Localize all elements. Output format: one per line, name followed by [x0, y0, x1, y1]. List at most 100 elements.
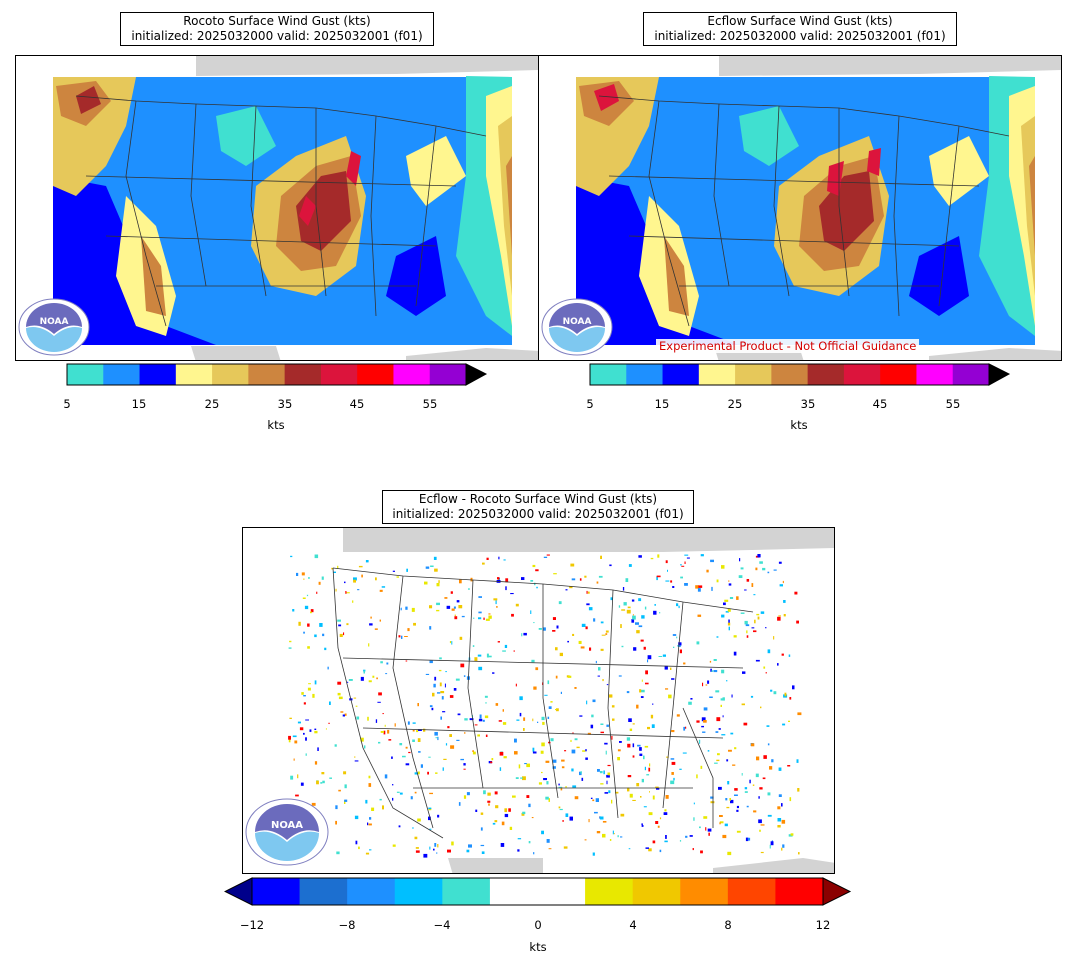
- colorbar-cell: [429, 364, 467, 385]
- difference-speck: [628, 718, 632, 722]
- cb3-tick-m12: −12: [239, 918, 265, 932]
- difference-speck: [305, 719, 309, 721]
- difference-speck: [310, 611, 312, 614]
- state-borders: [332, 567, 754, 839]
- difference-speck: [724, 823, 728, 827]
- difference-speck: [324, 647, 327, 651]
- difference-speck: [767, 814, 772, 817]
- difference-speck: [532, 747, 535, 752]
- difference-speck: [770, 689, 773, 692]
- difference-speck: [477, 654, 482, 657]
- difference-speck: [509, 826, 513, 830]
- difference-speck: [515, 603, 519, 607]
- difference-speck: [683, 726, 686, 731]
- colorbar-cell: [843, 364, 881, 385]
- difference-speck: [398, 635, 401, 638]
- difference-speck: [588, 607, 593, 611]
- difference-speck: [546, 781, 549, 785]
- difference-speck: [707, 680, 710, 684]
- difference-speck: [638, 598, 642, 602]
- difference-speck: [361, 574, 363, 578]
- difference-speck: [535, 569, 539, 572]
- difference-speck: [777, 616, 781, 621]
- difference-speck: [708, 832, 710, 836]
- difference-speck: [532, 718, 534, 722]
- difference-speck: [344, 581, 346, 584]
- difference-speck: [632, 755, 635, 758]
- difference-speck: [367, 716, 369, 721]
- difference-speck: [728, 580, 730, 582]
- difference-speck: [643, 806, 647, 808]
- difference-speck: [333, 571, 336, 573]
- gust-colorbar-1-svg: [66, 363, 488, 386]
- difference-speck: [718, 728, 721, 730]
- difference-speck: [579, 578, 582, 581]
- difference-speck: [436, 609, 440, 612]
- difference-speck: [781, 803, 783, 807]
- difference-speck: [451, 841, 454, 846]
- difference-speck: [378, 692, 382, 696]
- difference-speck: [321, 576, 324, 580]
- difference-speck: [392, 570, 395, 572]
- difference-speck: [715, 690, 720, 693]
- difference-speck: [769, 766, 773, 770]
- difference-speck: [477, 734, 480, 737]
- difference-speck: [360, 676, 364, 681]
- difference-speck: [357, 589, 360, 591]
- difference-speck: [546, 554, 550, 556]
- difference-speck: [621, 645, 624, 648]
- difference-speck: [297, 721, 301, 724]
- difference-speck: [656, 788, 660, 790]
- difference-speck: [343, 632, 345, 636]
- difference-speck: [648, 767, 651, 772]
- cb1-tick-25: 25: [204, 397, 220, 411]
- difference-speck: [569, 816, 573, 821]
- difference-speck: [574, 687, 577, 689]
- difference-speck: [365, 799, 368, 804]
- difference-speck: [408, 751, 411, 754]
- difference-speck: [365, 560, 369, 563]
- difference-speck: [611, 735, 613, 740]
- difference-speck: [760, 824, 765, 826]
- difference-speck: [290, 555, 293, 558]
- difference-speck: [632, 614, 634, 616]
- difference-speck: [369, 849, 372, 851]
- difference-speck: [316, 780, 319, 785]
- difference-speck: [451, 608, 455, 611]
- difference-speck: [574, 796, 579, 800]
- diff-title-line2: initialized: 2025032000 valid: 202503200…: [392, 507, 684, 521]
- difference-speck: [719, 822, 721, 825]
- difference-speck: [519, 712, 522, 717]
- difference-speck: [758, 796, 760, 799]
- difference-speck: [561, 766, 565, 769]
- difference-speck: [567, 640, 569, 643]
- difference-speck: [303, 631, 305, 634]
- difference-speck: [709, 696, 713, 698]
- difference-speck: [640, 696, 644, 698]
- difference-speck: [657, 554, 660, 558]
- difference-speck: [693, 802, 695, 805]
- difference-speck: [702, 731, 706, 733]
- colorbar-cell: [680, 878, 729, 905]
- difference-speck: [656, 575, 661, 578]
- difference-speck: [629, 793, 633, 798]
- difference-speck: [594, 811, 598, 814]
- difference-speck: [600, 648, 604, 651]
- difference-speck: [606, 684, 609, 686]
- difference-speck: [290, 775, 294, 780]
- difference-speck: [740, 567, 744, 570]
- difference-speck: [433, 683, 436, 688]
- difference-speck: [327, 666, 329, 670]
- difference-speck: [428, 816, 431, 821]
- difference-speck: [434, 568, 438, 572]
- canada-land: [196, 56, 538, 76]
- difference-speck: [585, 757, 588, 760]
- difference-speck: [504, 808, 508, 813]
- difference-speck: [405, 763, 410, 766]
- colorbar-cell: [916, 364, 954, 385]
- difference-speck: [760, 611, 765, 614]
- difference-speck: [730, 732, 734, 735]
- difference-speck: [680, 576, 683, 579]
- difference-speck: [425, 566, 430, 569]
- difference-speck: [782, 580, 784, 584]
